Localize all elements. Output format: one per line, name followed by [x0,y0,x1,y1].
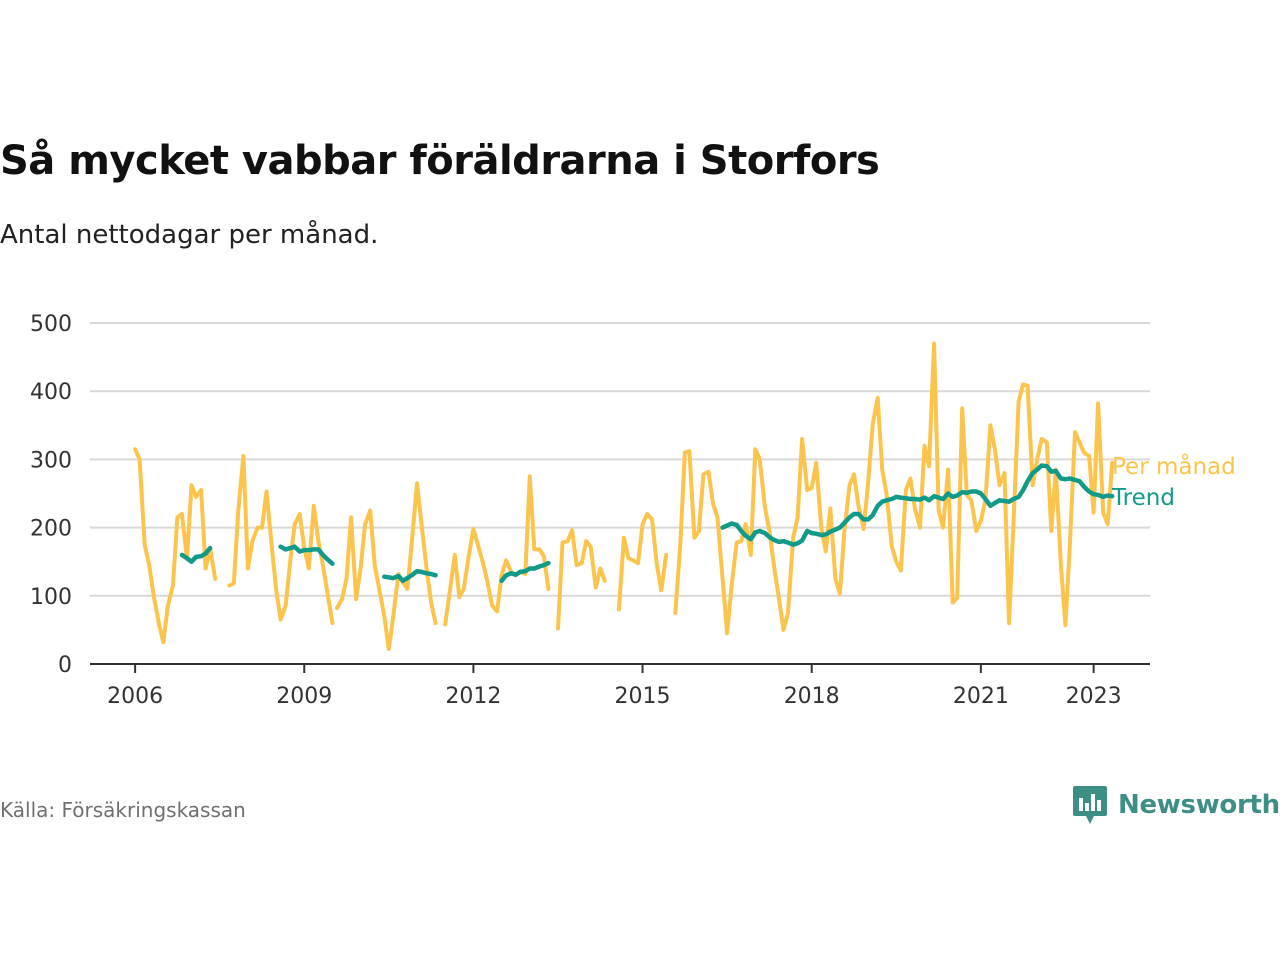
x-tick-label: 2009 [276,684,332,709]
logo-text: Newsworthy [1118,790,1280,820]
per-manad-line [616,512,669,612]
series-per-manad [133,341,1115,651]
per-manad-line [556,528,607,631]
newsworthy-logo: Newsworthy [1072,784,1280,826]
per-manad-line [227,454,335,626]
x-tick-label: 2023 [1066,684,1122,709]
per-manad-line [335,481,438,651]
chart-subtitle: Antal nettodagar per månad. [0,220,379,250]
y-tick-label: 500 [30,312,72,337]
chart-title: Så mycket vabbar föräldrarna i Storfors [0,138,880,184]
trend-line [499,560,551,584]
per-manad-line [673,341,1115,636]
trend-line [278,544,335,566]
x-tick-label: 2006 [107,684,163,709]
per-manad-line [133,447,218,645]
trend-line [720,463,1115,547]
legend-per-manad: Per månad [1112,452,1236,480]
grid-lines [90,322,1150,597]
legend: Per månad Trend [1111,452,1236,511]
y-tick-label: 300 [30,448,72,473]
series-lines [133,341,1115,651]
line-chart: 0 100 200 300 400 500 2006 2009 2012 2015 2018 202… [30,312,1236,709]
y-axis-ticks: 0 100 200 300 400 500 [30,312,72,678]
series-trend [179,463,1115,584]
x-axis: 2006 2009 2012 2015 2018 2021 2023 [90,663,1150,709]
trend-line [382,568,438,584]
y-tick-label: 0 [58,653,72,678]
x-tick-label: 2012 [445,684,501,709]
x-tick-label: 2021 [953,684,1009,709]
per-manad-line [443,474,551,627]
x-tick-label: 2018 [784,684,840,709]
y-tick-label: 100 [30,585,72,610]
newsworthy-chart-bubble-icon [1073,786,1107,824]
legend-trend: Trend [1111,485,1175,511]
trend-line [179,545,213,564]
y-tick-label: 400 [30,380,72,405]
x-tick-label: 2015 [615,684,671,709]
source-note: Källa: Försäkringskassan [0,798,246,822]
y-tick-label: 200 [30,517,72,542]
